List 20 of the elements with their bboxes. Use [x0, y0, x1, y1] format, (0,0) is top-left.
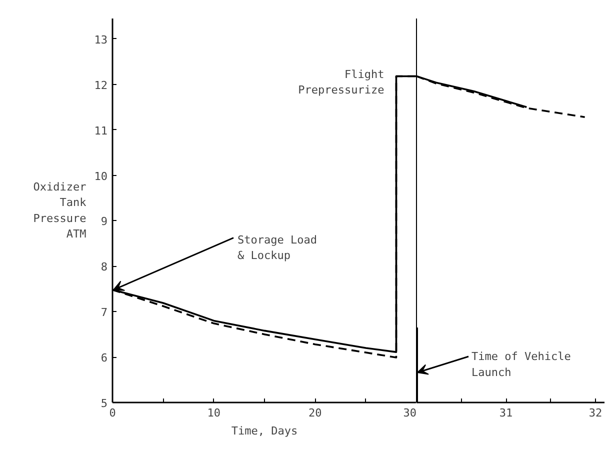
y-tick-label: 10: [94, 170, 108, 183]
x-tick-label: 20: [308, 406, 322, 420]
y-tick-label: 7: [100, 306, 108, 320]
y-tick-label: 11: [94, 124, 108, 138]
y-tick-label: 13: [94, 33, 108, 46]
x-axis-title: Time, Days: [231, 424, 298, 438]
y-tick-label: 6: [100, 352, 108, 365]
annotation: Flight Prepressurize: [298, 68, 384, 97]
y-axis-title: Oxidizer Tank Pressure ATM: [33, 180, 87, 240]
ref-line-label: Time of Vehicle Launch: [472, 350, 571, 379]
y-tick-label: 5: [100, 397, 108, 410]
x-tick-label: 30: [403, 406, 417, 420]
x-tick-label: 10: [207, 406, 220, 420]
annotation: Storage Load & Lockup: [238, 234, 317, 262]
y-tick-label: 9: [100, 215, 108, 228]
x-tick-label: 32: [588, 406, 602, 420]
y-tick-label: 8: [100, 260, 108, 274]
y-tick-label: 12: [94, 78, 108, 92]
x-tick-label: 31: [499, 406, 513, 420]
x-tick-label: 0: [109, 406, 116, 420]
